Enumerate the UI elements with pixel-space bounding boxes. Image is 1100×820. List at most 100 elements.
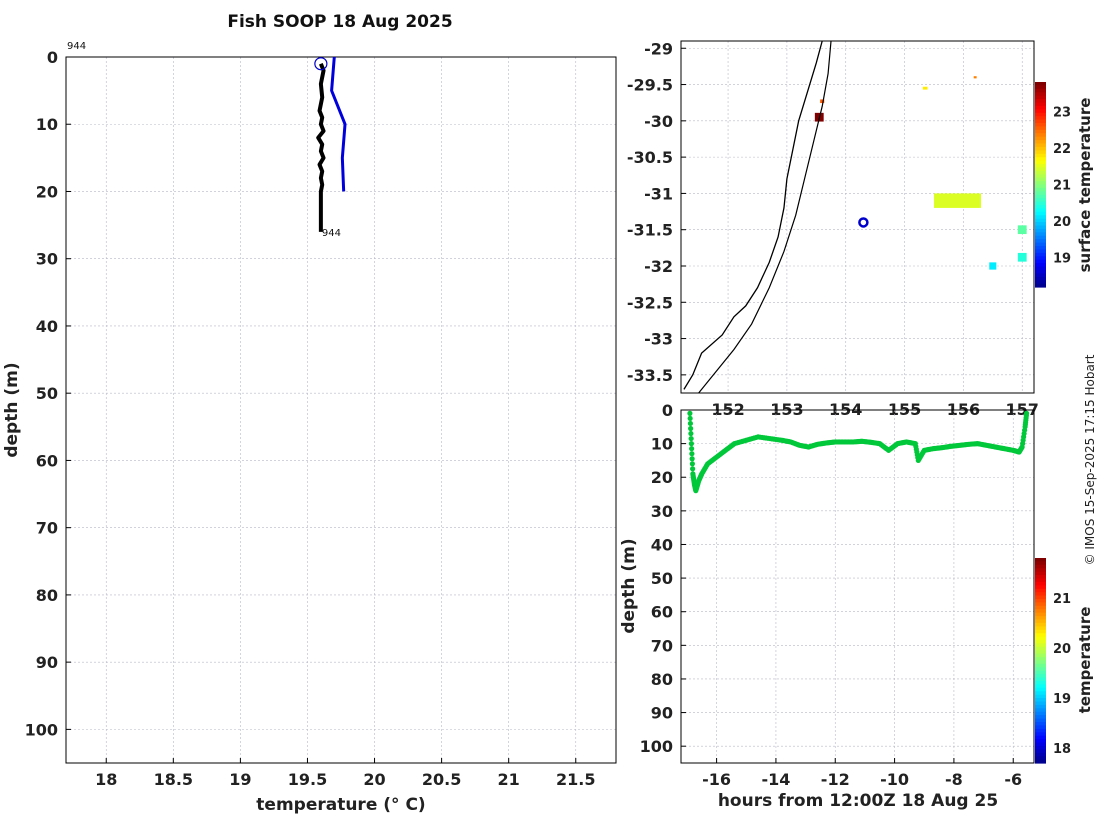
y-tick-label: 40 [36, 317, 58, 336]
shelf-edge-contour [698, 40, 832, 394]
track-y-tick-label: 90 [651, 704, 673, 723]
track-x-tick-label: -8 [945, 770, 963, 789]
surface-colorbar-segment [1035, 146, 1046, 151]
surface-colorbar-segment [1035, 225, 1046, 230]
left-y-axis-label: depth (m) [2, 362, 22, 457]
surface-colorbar-segment [1035, 208, 1046, 213]
track-frame [680, 409, 1035, 764]
surface-colorbar-segment [1035, 266, 1046, 271]
temperature-colorbar-segment [1035, 745, 1046, 750]
surface-colorbar-segment [1035, 164, 1046, 169]
surface-colorbar-segment [1035, 246, 1046, 251]
profile-series-line [316, 62, 326, 232]
temperature-colorbar-segment [1035, 636, 1046, 641]
profile-id-annotation: 944 [67, 41, 86, 52]
surface-colorbar-segment [1035, 276, 1046, 281]
track-point [688, 425, 694, 432]
x-tick-label: 19 [229, 770, 251, 789]
y-tick-label: 100 [25, 720, 58, 739]
temperature-colorbar-segment [1035, 561, 1046, 566]
surface-colorbar-segment [1035, 263, 1046, 268]
surface-colorbar-segment [1035, 269, 1046, 274]
track-point [687, 410, 693, 416]
surface-colorbar-segment [1035, 177, 1046, 182]
temperature-profile-panel: 18 18.5 19 19.5 20 20.5 21 21.5 0 10 20 30 40 50 60 70 8… [25, 41, 617, 789]
surface-colorbar-segment [1035, 280, 1046, 285]
track-x-tick-label: -12 [821, 770, 850, 789]
surface-colorbar-segment [1035, 205, 1046, 210]
surface-colorbar-segment [1035, 140, 1046, 145]
y-tick-label: 50 [36, 384, 58, 403]
x-tick-label: 18.5 [154, 770, 193, 789]
track-y-tick-label: 30 [651, 502, 673, 521]
surface-colorbar-segment [1035, 160, 1046, 165]
surface-colorbar-segment [1035, 222, 1046, 227]
temperature-colorbar-segment [1035, 657, 1046, 662]
temperature-colorbar-segment [1035, 677, 1046, 682]
y-tick-label: 20 [36, 182, 58, 201]
surface-colorbar-segment [1035, 198, 1046, 203]
temperature-colorbar-segment [1035, 605, 1046, 610]
track-x-tick-label: -14 [761, 770, 790, 789]
temperature-colorbar-segment [1035, 742, 1046, 747]
right-y-axis-label: depth (m) [619, 538, 639, 633]
map-y-tick-label: -33 [644, 330, 673, 349]
temperature-colorbar-segment [1035, 612, 1046, 617]
track-x-tick-label: -16 [702, 770, 731, 789]
surface-colorbar-segment [1035, 116, 1046, 121]
map-y-tick-label: -33.5 [627, 366, 673, 385]
surface-colorbar-segment [1035, 194, 1046, 199]
surface-colorbar-segment [1035, 167, 1046, 172]
temperature-colorbar-segment [1035, 646, 1046, 651]
surface-colorbar-tick-label: 21 [1053, 179, 1071, 194]
temperature-colorbar-segment [1035, 698, 1046, 703]
temperature-colorbar-segment [1035, 616, 1046, 621]
map-y-tick-label: -32.5 [627, 293, 673, 312]
temperature-colorbar-segment [1035, 588, 1046, 593]
surface-colorbar-segment [1035, 119, 1046, 124]
surface-colorbar-segment [1035, 273, 1046, 278]
track-y-tick-label: 10 [651, 435, 673, 454]
y-tick-label: 90 [36, 653, 58, 672]
track-colorbar-label: temperature [1076, 607, 1094, 714]
imos-credit: © IMOS 15-Sep-2025 17:15 Hobart [1083, 354, 1097, 565]
track-point [687, 420, 693, 427]
surface-colorbar-tick-label: 19 [1053, 252, 1071, 267]
sst-patch [1017, 225, 1027, 235]
surface-colorbar-segment [1035, 153, 1046, 158]
y-tick-label: 0 [47, 48, 58, 67]
temperature-colorbar-segment [1035, 691, 1046, 696]
surface-colorbar-segment [1035, 249, 1046, 254]
track-point [688, 435, 694, 442]
map-y-tick-label: -29 [644, 39, 673, 58]
temperature-colorbar-segment [1035, 592, 1046, 597]
x-tick-label: 20 [363, 770, 385, 789]
y-tick-label: 10 [36, 115, 58, 134]
track-x-tick-label: -6 [1004, 770, 1022, 789]
surface-colorbar-segment [1035, 191, 1046, 196]
track-y-tick-label: 70 [651, 636, 673, 655]
surface-colorbar-tick-label: 20 [1053, 215, 1071, 230]
map-y-tick-label: -29.5 [627, 76, 673, 95]
temperature-colorbar-segment [1035, 650, 1046, 655]
temperature-colorbar-segment [1035, 581, 1046, 586]
temperature-colorbar-segment [1035, 759, 1046, 764]
right-x-axis-label: hours from 12:00Z 18 Aug 25 [718, 791, 998, 811]
y-tick-label: 60 [36, 451, 58, 470]
map-y-tick-label: -30.5 [627, 148, 673, 167]
surface-colorbar-segment [1035, 174, 1046, 179]
temperature-colorbar-segment [1035, 715, 1046, 720]
surface-colorbar-segment [1035, 201, 1046, 206]
x-tick-label: 19.5 [288, 770, 327, 789]
temperature-colorbar-segment [1035, 752, 1046, 757]
temperature-colorbar-segment [1035, 732, 1046, 737]
coastline [683, 40, 823, 390]
temperature-colorbar-segment [1035, 633, 1046, 638]
surface-colorbar-segment [1035, 218, 1046, 223]
surface-colorbar-segment [1035, 143, 1046, 148]
temperature-colorbar-segment [1035, 609, 1046, 614]
sst-patch [973, 76, 977, 79]
temperature-colorbar-segment [1035, 701, 1046, 706]
surface-colorbar-segment [1035, 136, 1046, 141]
